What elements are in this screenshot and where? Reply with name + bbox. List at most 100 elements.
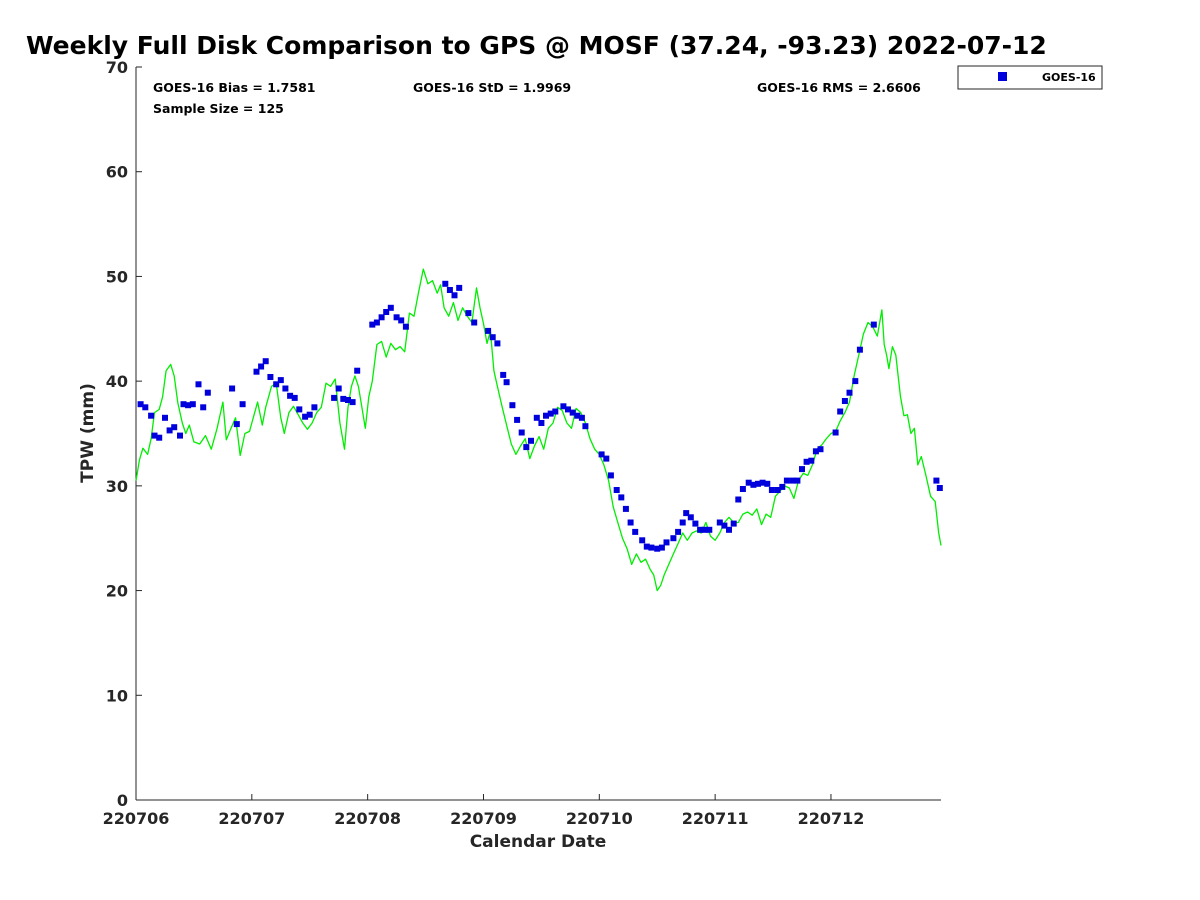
goes-16-point <box>675 528 682 535</box>
goes-16-point <box>683 510 690 517</box>
goes-16-point <box>204 389 211 396</box>
goes-16-point <box>500 371 507 378</box>
y-tick-label: 60 <box>106 163 128 182</box>
goes-16-point <box>779 483 786 490</box>
goes-16-point <box>936 485 943 491</box>
x-axis-label: Calendar Date <box>470 832 607 852</box>
goes-16-point <box>933 477 940 484</box>
x-tick-label: 220706 <box>103 809 170 828</box>
goes-16-point <box>750 481 757 488</box>
goes-16-point <box>837 408 844 415</box>
goes-16-point <box>446 287 453 293</box>
goes-16-point <box>273 381 280 388</box>
goes-16-point <box>552 408 559 415</box>
goes-16-point <box>503 379 510 386</box>
goes-16-point <box>701 526 708 533</box>
goes-16-point <box>648 544 655 551</box>
goes-16-point <box>832 429 839 436</box>
goes-16-point <box>335 385 342 392</box>
goes-16-point <box>783 477 790 484</box>
goes-16-point <box>663 539 670 546</box>
goes-16-point <box>398 317 405 324</box>
goes-16-point <box>560 403 567 410</box>
goes-16-point <box>565 406 571 413</box>
x-tick-label: 220711 <box>682 809 749 828</box>
goes-16-point <box>465 310 472 317</box>
goes-16-point <box>846 389 853 396</box>
goes-16-point <box>258 363 265 370</box>
goes-16-point <box>156 434 163 441</box>
goes-16-point <box>632 528 639 535</box>
goes-16-point <box>598 451 605 458</box>
goes-16-point <box>185 402 192 409</box>
goes-16-point <box>716 519 723 526</box>
goes-16-point <box>456 284 463 291</box>
y-tick-label: 30 <box>106 477 128 496</box>
goes-16-point <box>494 340 501 347</box>
x-tick-label: 220707 <box>218 809 285 828</box>
y-axis-ticks: 0 10 20 30 40 50 60 70 <box>106 58 142 810</box>
y-tick-label: 20 <box>106 582 128 601</box>
goes-16-point <box>789 477 796 484</box>
goes-16-point <box>229 385 236 392</box>
goes-16-point <box>262 358 269 365</box>
goes-16-point <box>393 314 400 321</box>
goes-16-point <box>730 520 737 527</box>
goes-16-point <box>345 397 351 403</box>
goes-16-point <box>200 404 207 411</box>
goes-16-point <box>852 378 859 385</box>
goes-16-point <box>658 544 665 551</box>
goes-16-point <box>764 480 771 487</box>
goes-16-point <box>471 319 478 326</box>
x-tick-label: 220710 <box>566 809 633 828</box>
goes-16-point <box>142 404 149 411</box>
y-tick-label: 50 <box>106 267 128 286</box>
goes-16-point <box>442 280 449 287</box>
goes-16-point <box>808 457 815 464</box>
goes-16-point <box>768 487 775 493</box>
goes-16-point <box>195 381 202 388</box>
goes-16-point <box>277 377 284 384</box>
goes-16-point <box>373 319 380 326</box>
goes-16-point <box>603 455 610 462</box>
goes-16-point <box>613 487 620 493</box>
goes-16-point <box>679 519 686 526</box>
goes-16-point <box>331 394 338 401</box>
goes-16-point <box>739 486 746 492</box>
goes-16-point <box>485 327 492 334</box>
goes-16-point <box>296 406 303 413</box>
goes-16-point <box>582 423 589 430</box>
goes-16-point <box>354 367 361 374</box>
goes-16-point <box>177 432 183 439</box>
goes-16-point <box>627 519 634 526</box>
x-tick-label: 220712 <box>798 809 865 828</box>
y-axis-label: TPW (mm) <box>78 383 98 483</box>
legend: GOES-16 <box>957 65 1103 90</box>
y-tick-label: 10 <box>106 686 128 705</box>
goes-16-point <box>523 444 530 451</box>
y-tick-label: 0 <box>117 791 128 810</box>
x-axis-ticks: 220706 220707 220708 220709 220710 220711 2207… <box>103 794 865 828</box>
goes-16-point <box>509 402 516 409</box>
goes-16-point <box>166 427 173 434</box>
goes-16-point <box>569 409 576 416</box>
goes-16-series <box>137 280 943 552</box>
goes-16-point <box>578 414 585 421</box>
goes-16-point <box>387 304 394 311</box>
goes-16-point <box>180 401 187 408</box>
goes-16-point <box>383 309 390 315</box>
goes-16-point <box>692 520 699 527</box>
goes-16-point <box>697 526 704 533</box>
legend-goes-16-label: GOES-16 <box>1042 71 1096 84</box>
plot-area <box>136 67 941 800</box>
goes-16-point <box>349 399 356 406</box>
bias-stat: GOES-16 Bias = 1.7581 <box>153 80 315 95</box>
goes-16-point <box>489 334 496 341</box>
goes-16-point <box>451 292 458 299</box>
goes-16-point <box>643 543 650 550</box>
goes-16-point <box>654 545 661 552</box>
goes-16-point <box>774 487 781 493</box>
goes-16-point <box>547 410 554 417</box>
goes-16-point <box>618 494 625 501</box>
goes-16-point <box>745 479 752 486</box>
